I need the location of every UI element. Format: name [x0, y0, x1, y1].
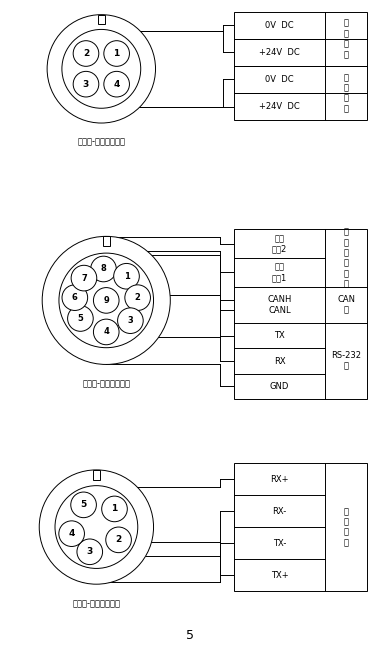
Text: 9: 9: [103, 296, 109, 305]
Text: +24V  DC: +24V DC: [259, 48, 300, 57]
Circle shape: [42, 236, 170, 364]
Text: TX-: TX-: [273, 538, 286, 548]
Text: 电源线-四芯航空插头: 电源线-四芯航空插头: [77, 138, 125, 147]
Circle shape: [59, 521, 84, 546]
Bar: [103, 236, 110, 246]
Circle shape: [114, 263, 139, 289]
Text: 5: 5: [186, 629, 194, 642]
Text: 1: 1: [111, 504, 118, 514]
Text: TX: TX: [274, 331, 285, 340]
Bar: [234, 463, 367, 591]
Circle shape: [91, 256, 116, 282]
Bar: [98, 14, 105, 24]
Bar: [93, 470, 100, 479]
Bar: [234, 229, 367, 399]
Text: RX+: RX+: [270, 474, 289, 483]
Text: RX: RX: [274, 356, 285, 365]
Circle shape: [71, 265, 97, 291]
Text: 信号线-九芯航空插头: 信号线-九芯航空插头: [82, 379, 130, 388]
Text: RS-232
口: RS-232 口: [331, 351, 361, 371]
Circle shape: [93, 288, 119, 313]
Circle shape: [117, 308, 143, 333]
Text: 网口线-五芯航空插头: 网口线-五芯航空插头: [72, 599, 120, 608]
Text: 2: 2: [135, 293, 141, 302]
Text: 8: 8: [101, 265, 106, 274]
Text: 2: 2: [116, 535, 122, 544]
Circle shape: [59, 253, 154, 348]
Text: 加
热
供
电: 加 热 供 电: [344, 19, 348, 59]
Text: 4: 4: [114, 80, 120, 88]
Text: RX-: RX-: [272, 506, 287, 515]
Circle shape: [62, 29, 141, 108]
Text: 5: 5: [81, 500, 87, 510]
Text: CANH
CANL: CANH CANL: [268, 295, 292, 314]
Circle shape: [39, 470, 154, 584]
Text: 4: 4: [103, 328, 109, 337]
Text: 3: 3: [87, 548, 93, 556]
Text: 6: 6: [72, 293, 78, 302]
Text: 触点
输出2: 触点 输出2: [272, 234, 287, 253]
Text: 4: 4: [68, 529, 75, 538]
Circle shape: [77, 539, 103, 565]
Text: 0V  DC: 0V DC: [265, 75, 294, 84]
Text: 3: 3: [128, 316, 133, 325]
Circle shape: [73, 71, 99, 97]
Text: CAN
口: CAN 口: [337, 295, 355, 314]
Text: GND: GND: [270, 382, 289, 391]
Text: 3: 3: [83, 80, 89, 88]
Text: +24V  DC: +24V DC: [259, 102, 300, 111]
Text: 2: 2: [83, 49, 89, 58]
Text: 0V  DC: 0V DC: [265, 21, 294, 29]
Circle shape: [62, 285, 88, 310]
Circle shape: [106, 527, 131, 553]
Circle shape: [47, 14, 155, 123]
Text: 工
作
供
电: 工 作 供 电: [344, 73, 348, 113]
Text: TX+: TX+: [271, 571, 288, 580]
Circle shape: [102, 496, 127, 522]
Text: 触点
输出1: 触点 输出1: [272, 263, 287, 282]
Text: 1: 1: [114, 49, 120, 58]
Bar: [234, 12, 367, 120]
Circle shape: [55, 485, 138, 569]
Text: 以
太
网
口: 以 太 网 口: [344, 507, 348, 547]
Circle shape: [93, 319, 119, 345]
Circle shape: [73, 41, 99, 66]
Circle shape: [104, 71, 130, 97]
Text: 5: 5: [78, 314, 83, 323]
Text: 1: 1: [124, 272, 130, 281]
Text: 7: 7: [81, 274, 87, 282]
Text: 两
路
触
点
输
出: 两 路 触 点 输 出: [344, 227, 348, 289]
Circle shape: [71, 492, 97, 517]
Circle shape: [104, 41, 130, 66]
Circle shape: [68, 306, 93, 331]
Circle shape: [125, 285, 150, 310]
